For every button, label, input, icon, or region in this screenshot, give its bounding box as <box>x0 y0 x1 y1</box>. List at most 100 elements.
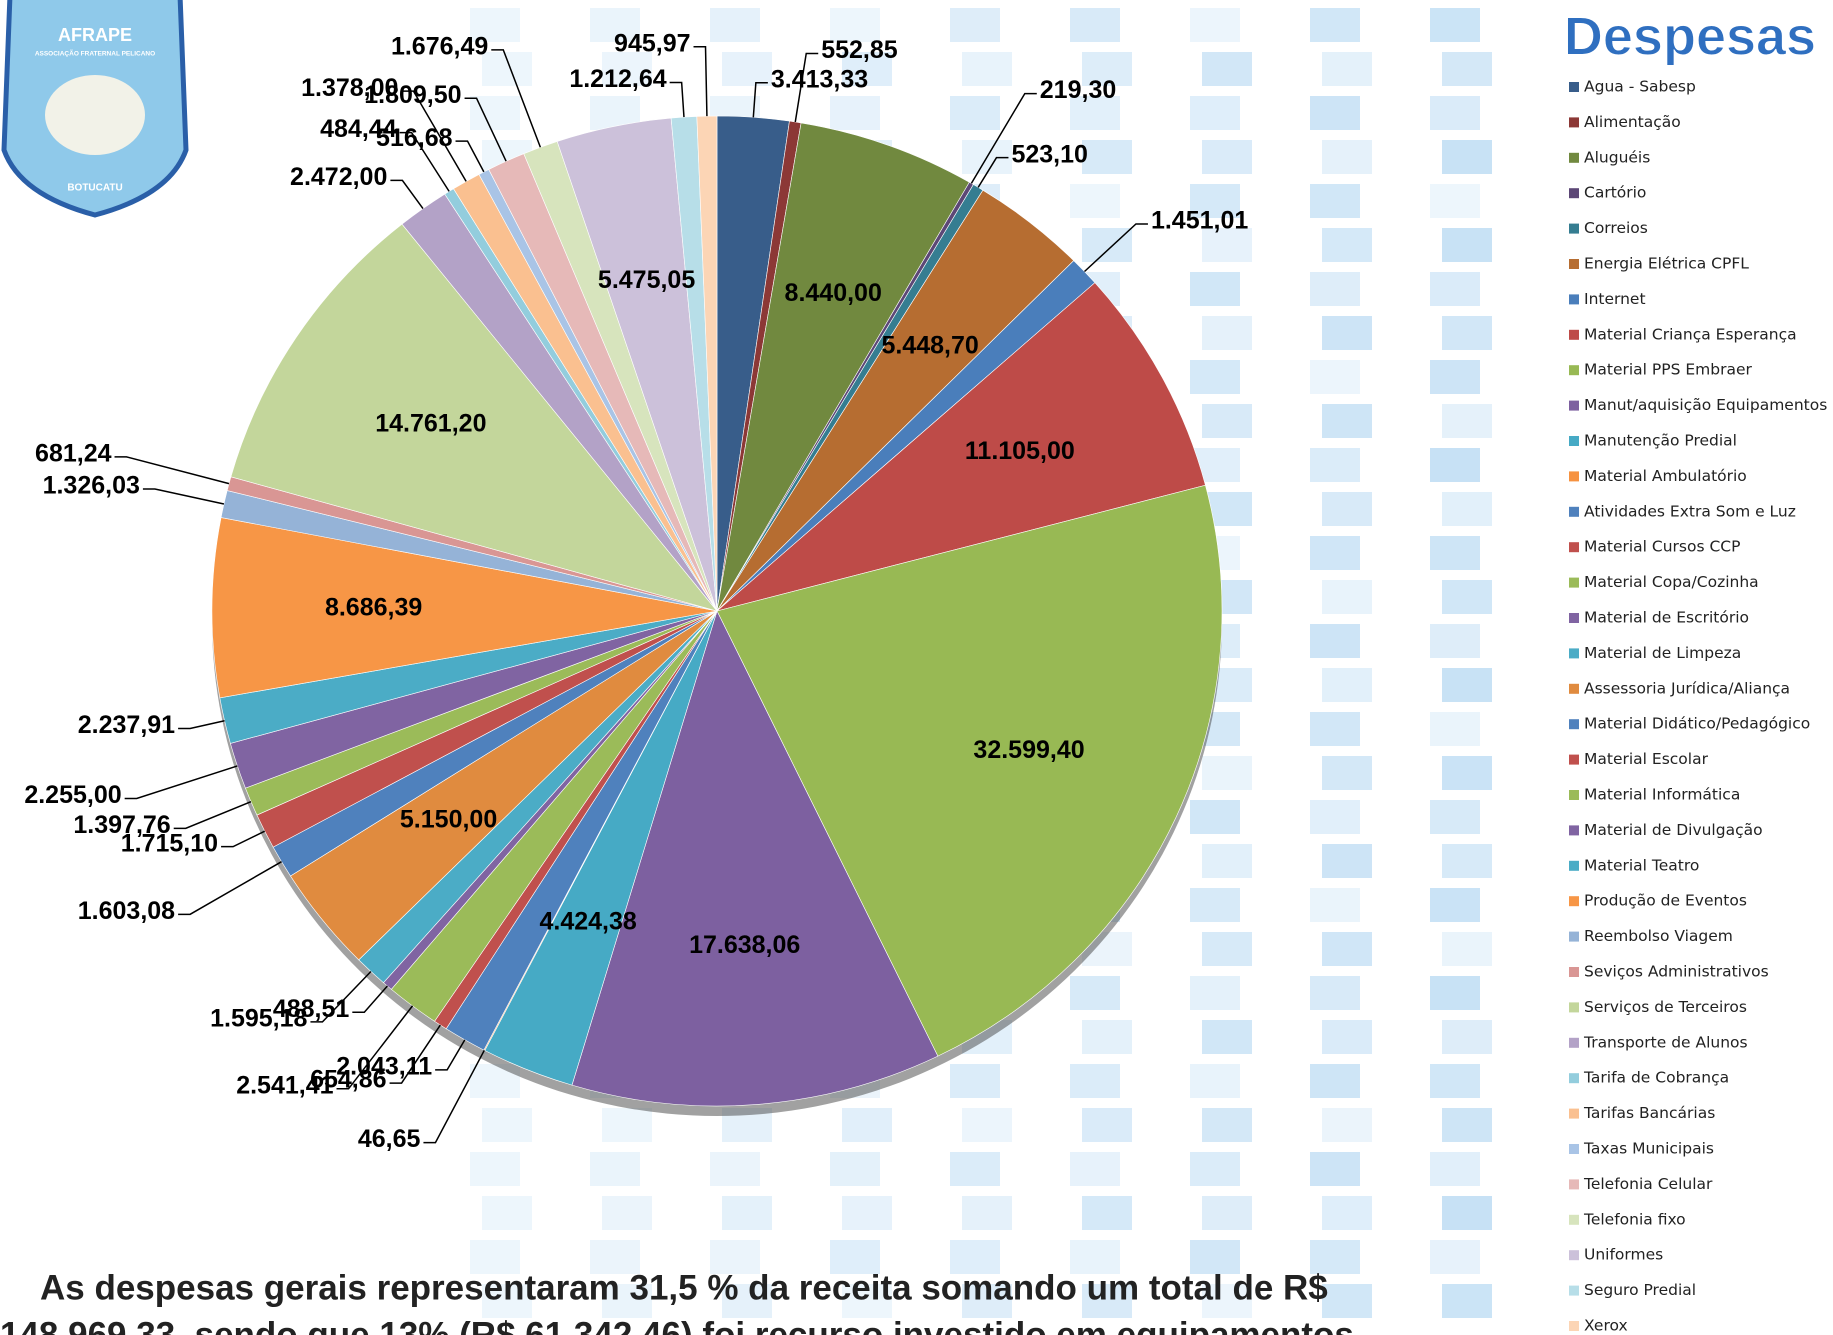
bg-square <box>1442 756 1492 790</box>
legend-label: Manutenção Predial <box>1584 432 1737 450</box>
bg-square <box>1082 1284 1132 1318</box>
legend-swatch <box>1569 329 1579 340</box>
leader-line <box>1083 223 1148 273</box>
legend: Agua - Sabesp Alimentação Aluguéis Cartório… <box>1569 78 1827 1335</box>
bg-square <box>722 1196 772 1230</box>
bg-square <box>482 1284 532 1318</box>
legend-label: Serviços de Terceiros <box>1584 998 1747 1016</box>
bg-square <box>1202 932 1252 966</box>
legend-label: Atividades Extra Som e Luz <box>1584 502 1796 520</box>
legend-swatch <box>1569 1002 1579 1013</box>
legend-label: Internet <box>1584 290 1646 308</box>
bg-square <box>1190 184 1240 218</box>
bg-square <box>1190 360 1240 394</box>
leader-line <box>491 49 542 148</box>
bg-square <box>1442 1284 1492 1318</box>
bg-square <box>482 1196 532 1230</box>
legend-label: Xerox <box>1584 1317 1628 1335</box>
bg-square <box>470 8 520 42</box>
bg-square <box>1070 1064 1120 1098</box>
logo: AFRAPE ASSOCIAÇÃO FRATERNAL PELICANO BOT… <box>1 0 189 218</box>
bg-square <box>602 1284 652 1318</box>
value-label: 3.413,33 <box>771 65 868 93</box>
bg-square <box>1310 272 1360 306</box>
legend-label: Material Didático/Pedagógico <box>1584 715 1810 733</box>
bg-square <box>1322 1108 1372 1142</box>
logo-title: AFRAPE <box>58 25 132 45</box>
bg-square <box>1070 976 1120 1010</box>
legend-swatch <box>1569 648 1579 659</box>
legend-label: Aluguéis <box>1584 148 1650 166</box>
bg-square <box>1202 404 1252 438</box>
legend-label: Seguro Predial <box>1584 1281 1696 1299</box>
legend-label: Telefonia Celular <box>1583 1175 1713 1193</box>
leader-line <box>399 131 450 192</box>
bg-square <box>1442 932 1492 966</box>
bg-square <box>470 1152 520 1186</box>
legend-swatch <box>1569 754 1579 765</box>
legend-swatch <box>1569 613 1579 623</box>
bg-square <box>1442 580 1492 614</box>
bg-square <box>470 1240 520 1274</box>
bg-square <box>1310 712 1360 746</box>
bg-square <box>830 1240 880 1274</box>
bg-square <box>1310 1064 1360 1098</box>
leader-line <box>423 1049 485 1144</box>
legend-swatch <box>1569 223 1579 234</box>
bg-square <box>1430 888 1480 922</box>
value-label: 8.440,00 <box>785 279 882 307</box>
value-label: 5.150,00 <box>400 806 497 834</box>
leader-line <box>401 90 467 182</box>
bg-square <box>1442 492 1492 526</box>
bg-square <box>1442 52 1492 86</box>
bg-square <box>1082 1020 1132 1054</box>
bg-square <box>1430 1152 1480 1186</box>
value-label: 2.043,11 <box>336 1052 432 1080</box>
bg-square <box>1322 52 1372 86</box>
bg-square <box>1202 1108 1252 1142</box>
bg-square <box>842 52 892 86</box>
bg-square <box>1190 976 1240 1010</box>
legend-swatch <box>1569 931 1579 942</box>
bg-square <box>1430 8 1480 42</box>
bg-square <box>1322 844 1372 878</box>
bg-square <box>1082 228 1132 262</box>
bg-square <box>1430 800 1480 834</box>
bg-square <box>1322 404 1372 438</box>
bg-square <box>830 96 880 130</box>
legend-swatch <box>1569 1285 1579 1296</box>
bg-square <box>842 1196 892 1230</box>
pie-slice <box>230 223 718 612</box>
pie-slice <box>211 517 718 699</box>
bg-square <box>1430 1064 1480 1098</box>
legend-swatch <box>1569 790 1579 800</box>
footnote: As despesas gerais representaram 31,5 % … <box>40 1268 1328 1307</box>
value-label: 4.424,38 <box>540 908 637 936</box>
legend-label: Taxas Municipais <box>1583 1140 1714 1158</box>
value-label: 1.676,49 <box>391 32 488 60</box>
bg-square <box>1310 96 1360 130</box>
legend-swatch <box>1569 506 1579 517</box>
bg-square <box>1202 228 1252 262</box>
bg-square <box>1442 140 1492 174</box>
bg-square <box>1442 228 1492 262</box>
bg-square <box>842 1108 892 1142</box>
bg-square <box>590 1152 640 1186</box>
bg-square <box>1070 184 1120 218</box>
legend-swatch <box>1569 400 1579 411</box>
bg-square <box>710 1240 760 1274</box>
legend-swatch <box>1569 825 1579 836</box>
bg-square <box>1322 932 1372 966</box>
bg-square <box>1082 1108 1132 1142</box>
leader-line <box>124 765 238 800</box>
value-label: 5.448,70 <box>881 332 978 360</box>
leader-line <box>794 52 819 123</box>
bg-square <box>1442 1108 1492 1142</box>
legend-label: Material Escolar <box>1584 750 1709 768</box>
bg-square <box>710 8 760 42</box>
legend-swatch <box>1569 188 1579 199</box>
leader-line <box>752 81 768 118</box>
leader-line <box>389 1024 441 1084</box>
legend-label: Correios <box>1584 219 1648 237</box>
